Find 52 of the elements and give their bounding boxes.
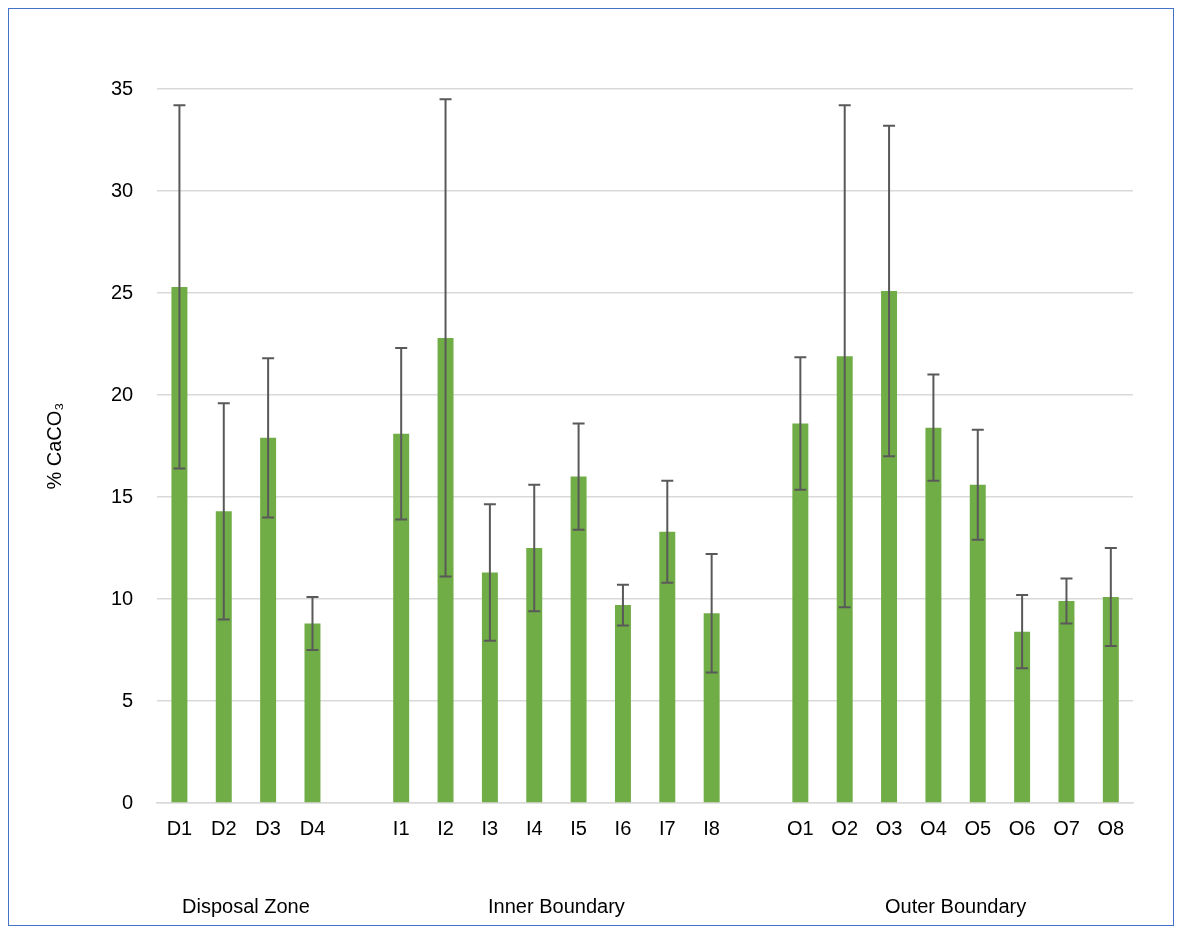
y-tick-label: 35 <box>111 76 134 99</box>
bar <box>171 286 188 803</box>
bar <box>260 437 277 803</box>
bar <box>481 572 498 803</box>
y-tick-label: 20 <box>111 382 134 405</box>
y-axis-title: % CaCO₃ <box>42 402 65 490</box>
x-tick-label: I4 <box>525 816 543 839</box>
bar <box>1014 631 1031 803</box>
text: Outer Boundary <box>884 894 1027 917</box>
bar <box>792 423 809 803</box>
y-tick-label: 15 <box>111 484 134 507</box>
bar <box>393 433 410 803</box>
x-tick-label: O1 <box>787 816 814 839</box>
x-tick-label: D3 <box>255 816 281 839</box>
x-tick-label: D1 <box>166 816 193 839</box>
bar <box>437 337 454 803</box>
bar <box>881 290 898 803</box>
x-tick-label: D4 <box>299 816 326 839</box>
x-tick-label: O4 <box>920 816 947 839</box>
bar <box>969 484 986 803</box>
bar <box>215 511 232 803</box>
bar <box>659 531 676 803</box>
text: Disposal Zone <box>182 894 310 917</box>
bar <box>925 427 942 803</box>
x-tick-label: O6 <box>1008 816 1036 839</box>
bar <box>304 623 321 803</box>
x-tick-label: I2 <box>437 816 454 839</box>
x-tick-label: I7 <box>658 816 676 839</box>
x-tick-label: O3 <box>875 816 903 839</box>
x-tick-label: O8 <box>1097 816 1125 839</box>
x-tick-label: I6 <box>614 816 632 839</box>
x-tick-label: I8 <box>703 816 720 839</box>
text: Inner Boundary <box>488 894 625 917</box>
bar <box>1058 601 1075 803</box>
y-tick-label: 0 <box>122 790 134 813</box>
x-tick-label: I1 <box>392 816 410 839</box>
x-tick-label: O7 <box>1053 816 1080 839</box>
y-tick-label: 25 <box>111 280 134 303</box>
bar <box>526 548 543 803</box>
x-tick-label: D2 <box>210 816 237 839</box>
x-tick-label: I5 <box>570 816 587 839</box>
y-tick-label: 5 <box>122 688 134 711</box>
bar <box>703 613 720 803</box>
bar <box>1102 596 1119 803</box>
x-tick-label: O5 <box>964 816 992 839</box>
y-tick-label: 10 <box>111 586 134 609</box>
x-tick-label: O2 <box>831 816 859 839</box>
bar <box>570 476 587 803</box>
y-tick-label: 30 <box>111 178 134 201</box>
x-tick-label: I3 <box>481 816 499 839</box>
bar <box>836 356 853 803</box>
bar <box>614 605 631 803</box>
